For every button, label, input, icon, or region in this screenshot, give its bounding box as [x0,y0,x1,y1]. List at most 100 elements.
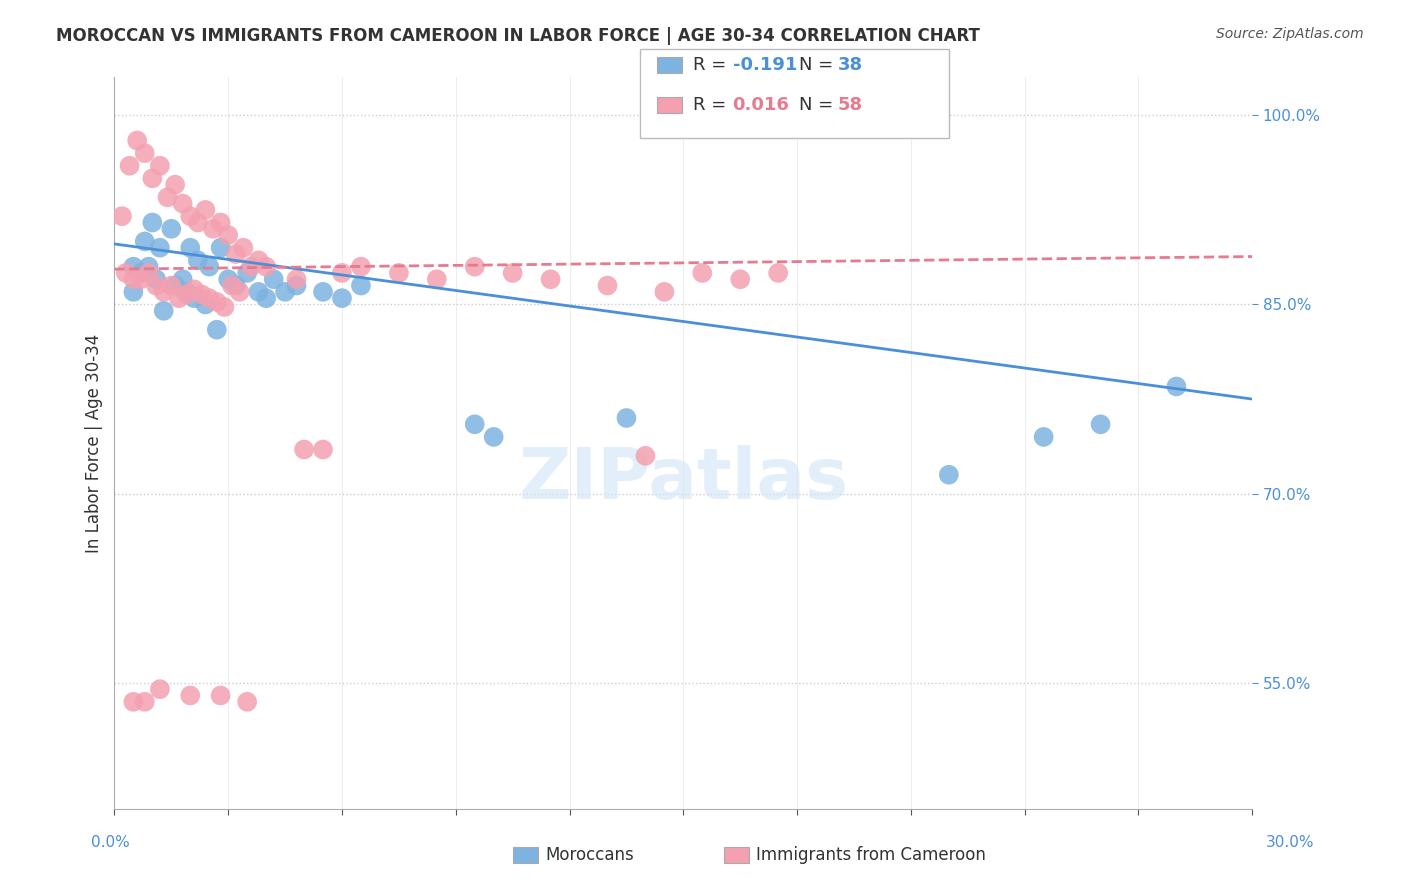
Text: 38: 38 [838,55,863,74]
Point [464,417,486,432]
Point [111,209,134,223]
Text: Immigrants from Cameroon: Immigrants from Cameroon [756,847,986,864]
Point [122,285,145,299]
Point [194,297,217,311]
Point [285,272,308,286]
Point [616,411,638,425]
Text: 0.0%: 0.0% [91,836,131,850]
Point [183,291,205,305]
Point [263,272,285,286]
Point [145,278,167,293]
Point [194,202,217,217]
Point [1032,430,1054,444]
Point [122,272,145,286]
Point [938,467,960,482]
Point [464,260,486,274]
Point [1090,417,1112,432]
Point [129,272,152,286]
Point [202,222,225,236]
Point [152,285,174,299]
Point [129,266,152,280]
Point [239,260,262,274]
Point [198,260,221,274]
Point [127,134,149,148]
Point [160,278,183,293]
Point [141,171,163,186]
Point [179,241,201,255]
Text: R =: R = [693,95,733,114]
Point [225,278,247,293]
Point [183,282,205,296]
Point [482,430,505,444]
Point [149,241,172,255]
Point [187,253,209,268]
Point [156,190,179,204]
Point [187,215,209,229]
Point [138,266,160,280]
Point [165,278,187,293]
Point [350,278,373,293]
Point [149,159,172,173]
Point [228,285,250,299]
Point [502,266,524,280]
Point [350,260,373,274]
Point [122,695,145,709]
Text: Moroccans: Moroccans [546,847,634,864]
Point [134,235,156,249]
Point [692,266,714,280]
Point [254,291,277,305]
Point [179,209,201,223]
Point [114,266,136,280]
Point [172,272,194,286]
Point [167,291,190,305]
Point [247,285,270,299]
Point [634,449,657,463]
Text: 30.0%: 30.0% [1267,836,1315,850]
Point [138,260,160,274]
Point [426,272,449,286]
Point [330,291,353,305]
Point [122,260,145,274]
Point [209,215,232,229]
Point [330,266,353,280]
Point [176,287,198,301]
Point [145,272,167,286]
Text: 0.016: 0.016 [733,95,789,114]
Point [165,178,187,192]
Point [312,442,335,457]
Point [766,266,789,280]
Point [654,285,676,299]
Point [198,291,221,305]
Text: N =: N = [799,95,838,114]
Point [160,222,183,236]
Point [292,442,315,457]
Point [232,241,254,255]
Point [217,228,239,243]
Point [221,278,243,293]
Text: -0.191: -0.191 [733,55,797,74]
Point [176,285,198,299]
Point [172,196,194,211]
Text: R =: R = [693,55,733,74]
Point [236,695,259,709]
Point [149,682,172,697]
Point [179,689,201,703]
Text: Source: ZipAtlas.com: Source: ZipAtlas.com [1216,27,1364,41]
Point [209,689,232,703]
Point [134,146,156,161]
Point [209,241,232,255]
Point [236,266,259,280]
Point [254,260,277,274]
Point [285,278,308,293]
Point [217,272,239,286]
Point [596,278,619,293]
Text: N =: N = [799,55,838,74]
Point [205,295,228,310]
Point [225,247,247,261]
Point [118,159,141,173]
Point [214,300,236,314]
Point [134,695,156,709]
Point [540,272,562,286]
Point [152,303,174,318]
Point [728,272,751,286]
